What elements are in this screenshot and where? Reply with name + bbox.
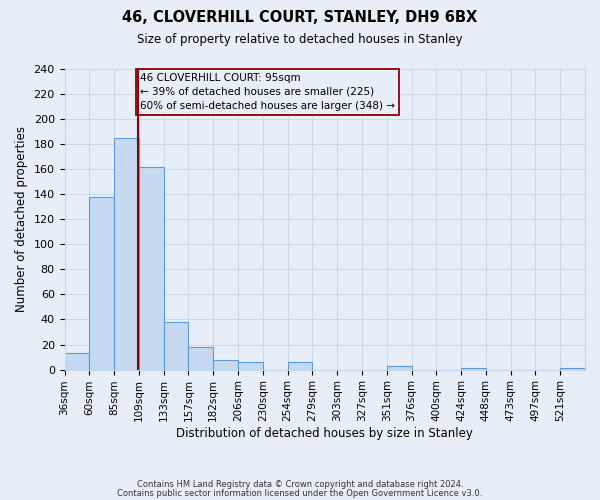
Bar xyxy=(139,166,164,370)
Bar xyxy=(213,360,238,370)
Text: Size of property relative to detached houses in Stanley: Size of property relative to detached ho… xyxy=(137,32,463,46)
Bar xyxy=(387,366,412,370)
Text: 46 CLOVERHILL COURT: 95sqm
← 39% of detached houses are smaller (225)
60% of sem: 46 CLOVERHILL COURT: 95sqm ← 39% of deta… xyxy=(140,73,395,111)
Bar xyxy=(461,368,486,370)
Bar xyxy=(238,362,263,370)
Y-axis label: Number of detached properties: Number of detached properties xyxy=(15,126,28,312)
Bar xyxy=(560,368,585,370)
Bar xyxy=(287,362,313,370)
Bar xyxy=(188,347,213,370)
Bar xyxy=(65,354,89,370)
Text: Contains public sector information licensed under the Open Government Licence v3: Contains public sector information licen… xyxy=(118,489,482,498)
Bar xyxy=(164,322,188,370)
Text: Contains HM Land Registry data © Crown copyright and database right 2024.: Contains HM Land Registry data © Crown c… xyxy=(137,480,463,489)
Text: 46, CLOVERHILL COURT, STANLEY, DH9 6BX: 46, CLOVERHILL COURT, STANLEY, DH9 6BX xyxy=(122,10,478,25)
X-axis label: Distribution of detached houses by size in Stanley: Distribution of detached houses by size … xyxy=(176,427,473,440)
Bar xyxy=(89,197,114,370)
Bar xyxy=(114,138,139,370)
